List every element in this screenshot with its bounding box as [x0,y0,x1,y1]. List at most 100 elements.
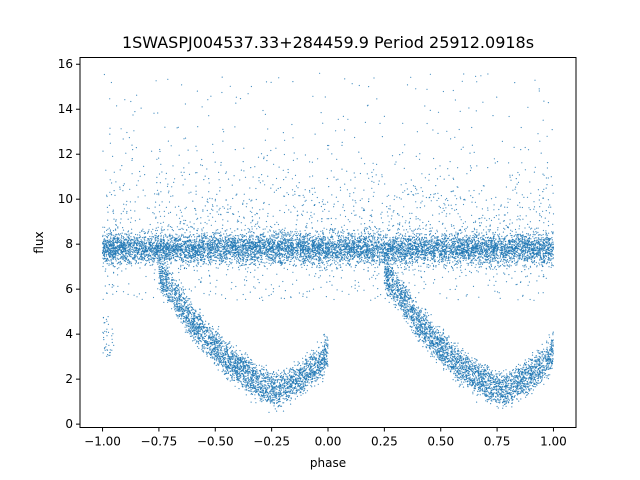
data-point [500,258,502,260]
data-point [252,237,254,239]
data-point [202,243,205,245]
data-point [126,251,128,253]
data-point [532,236,534,238]
data-point [345,250,347,252]
data-point [552,241,554,243]
data-point [532,250,534,252]
data-point [148,257,150,259]
data-point [138,237,140,239]
data-point [331,241,333,243]
data-point [390,249,392,251]
data-point [298,233,300,235]
data-point [239,241,241,243]
data-point [341,235,343,237]
data-point [304,250,307,252]
data-point [489,246,491,248]
data-point [414,268,416,270]
data-point [379,228,381,230]
data-point [334,242,336,244]
data-point [464,246,466,249]
data-point [125,260,127,262]
data-point [402,255,404,257]
data-point [320,266,322,268]
data-point [299,230,301,232]
data-point [118,261,120,263]
data-point [144,255,146,258]
data-point [364,245,366,247]
data-point [497,255,499,257]
data-point [235,260,238,262]
data-point [470,254,472,256]
data-point [472,230,474,233]
data-point [154,250,156,252]
data-point [159,257,161,259]
data-point [337,262,339,264]
data-point [179,268,182,270]
data-point [492,242,494,244]
data-point [201,236,203,238]
data-point [546,234,549,236]
data-point [521,240,523,242]
data-point [223,241,225,243]
data-point [281,256,283,258]
data-point [143,251,145,253]
data-point [335,263,337,266]
data-point [274,240,276,242]
data-point [292,271,294,273]
data-point [226,229,228,231]
data-point [190,242,192,244]
data-point [151,259,153,261]
data-point [262,249,264,251]
data-point [459,238,461,240]
data-point [333,228,336,230]
data-point [266,242,269,244]
data-point [107,243,110,245]
data-point [506,268,508,270]
data-point [139,249,141,251]
data-point [310,262,312,264]
data-point [136,250,138,252]
data-point [361,256,363,259]
data-point [126,234,128,236]
data-point [465,236,467,238]
data-point [138,243,140,245]
data-point [148,260,150,262]
data-point [354,266,356,268]
data-point [435,241,437,243]
data-point [245,233,248,235]
data-point [106,236,108,238]
data-point [354,233,356,235]
data-point [187,253,189,255]
data-point [468,246,470,248]
data-point [541,240,543,242]
data-point [403,243,406,245]
data-point [541,263,543,265]
data-point [220,259,222,261]
data-point [497,264,499,266]
data-point [200,233,203,235]
data-point [369,220,371,222]
data-point [202,261,204,263]
data-point [104,235,106,237]
data-point [296,238,298,241]
data-point [249,259,251,261]
data-point [501,238,503,240]
data-point [132,246,134,248]
data-point [215,231,217,233]
data-point [430,249,432,251]
data-point [117,274,119,276]
data-point [230,252,232,254]
data-point [439,259,441,261]
data-point [539,259,541,261]
data-point [319,264,321,267]
data-point [495,268,497,271]
data-point [251,262,253,264]
data-point [489,237,491,240]
data-point [357,262,359,264]
data-point [484,243,486,245]
data-point [335,260,337,262]
data-point [156,247,158,249]
data-point [438,260,440,262]
data-point [329,232,331,234]
data-point [354,254,357,256]
